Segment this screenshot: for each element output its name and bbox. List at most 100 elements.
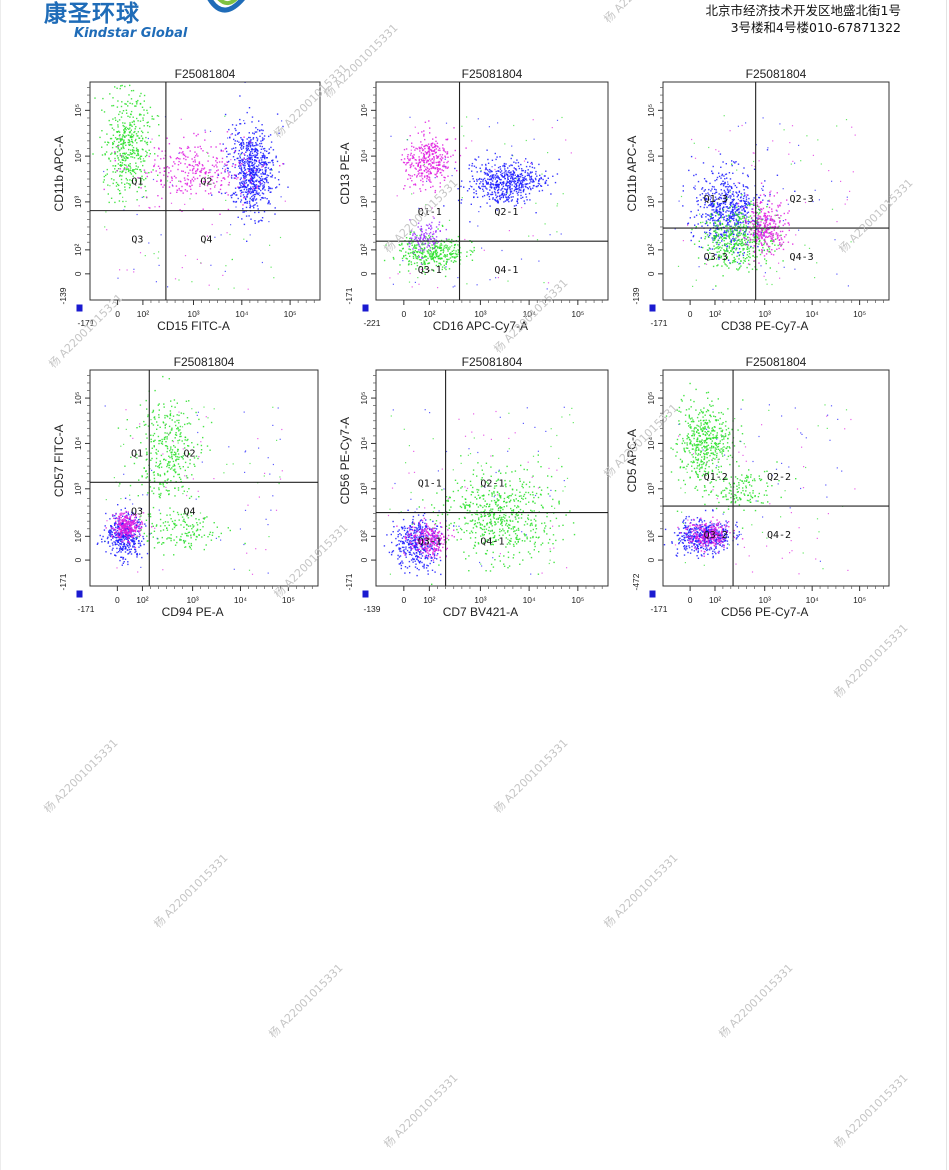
event-dot	[438, 161, 440, 164]
event-dot	[690, 239, 692, 242]
event-dot	[242, 142, 245, 144]
event-dot	[783, 212, 785, 215]
event-dot	[268, 148, 270, 150]
event-dot	[510, 174, 513, 176]
event-dot	[162, 186, 164, 188]
event-dot	[753, 223, 756, 225]
event-dot	[427, 242, 429, 244]
event-dot	[490, 184, 492, 186]
event-dot	[435, 164, 438, 166]
event-dot	[263, 186, 265, 188]
event-dot	[435, 154, 438, 157]
event-dot	[123, 443, 125, 445]
event-dot	[766, 242, 768, 245]
event-dot	[442, 144, 444, 146]
event-dot	[239, 144, 241, 146]
event-dot	[136, 148, 138, 151]
event-dot	[110, 137, 113, 140]
event-dot	[759, 253, 762, 256]
event-dot	[437, 156, 439, 159]
event-dot	[721, 173, 724, 176]
event-dot	[752, 225, 754, 228]
event-dot	[517, 161, 520, 164]
event-dot	[762, 247, 764, 249]
event-dot	[722, 209, 725, 211]
event-dot	[445, 266, 447, 268]
event-dot	[140, 566, 142, 568]
event-dot	[195, 170, 197, 172]
event-dot	[518, 167, 521, 170]
event-dot	[251, 155, 253, 157]
event-dot	[415, 147, 417, 150]
event-dot	[261, 137, 264, 139]
event-dot	[479, 177, 481, 180]
event-dot	[490, 170, 492, 172]
event-dot	[119, 140, 122, 142]
event-dot	[763, 234, 766, 236]
event-dot	[723, 230, 726, 232]
event-dot	[419, 165, 422, 168]
event-dot	[121, 162, 124, 164]
event-dot	[761, 201, 763, 204]
event-dot	[502, 190, 504, 193]
event-dot	[409, 166, 412, 169]
event-dot	[444, 254, 447, 257]
event-dot	[239, 118, 241, 121]
event-dot	[435, 174, 437, 176]
event-dot	[496, 156, 498, 158]
event-dot	[125, 527, 128, 529]
event-dot	[547, 152, 549, 154]
event-dot	[245, 176, 247, 178]
event-dot	[738, 219, 740, 222]
logo-english-name: Kindstar Global	[74, 26, 188, 41]
event-dot	[392, 256, 395, 259]
event-dot	[733, 161, 735, 163]
event-dot	[428, 177, 431, 179]
event-dot	[526, 174, 529, 177]
event-dot	[740, 251, 742, 253]
event-dot	[708, 247, 711, 249]
event-dot	[127, 134, 129, 136]
event-dot	[211, 179, 213, 181]
event-dot	[784, 219, 787, 221]
event-dot	[238, 161, 240, 164]
event-dot	[788, 229, 790, 232]
event-dot	[740, 260, 742, 262]
event-dot	[117, 126, 119, 128]
event-dot	[716, 246, 718, 249]
event-dots	[96, 375, 283, 575]
event-dot	[513, 182, 515, 184]
event-dot	[274, 207, 276, 209]
event-dot	[227, 194, 229, 196]
event-dot	[756, 201, 758, 204]
event-dot	[748, 255, 750, 258]
event-dot	[137, 530, 139, 532]
x-tick-label: 10²	[709, 309, 721, 319]
event-dot	[181, 426, 184, 428]
event-dot	[240, 169, 243, 171]
event-dot	[260, 173, 262, 175]
event-dot	[435, 226, 438, 228]
event-dot	[787, 222, 789, 224]
event-dot	[129, 141, 131, 143]
event-dot	[712, 192, 714, 195]
event-dot	[260, 151, 262, 154]
event-dot	[440, 239, 443, 242]
event-dot	[235, 175, 237, 178]
event-dot	[753, 260, 755, 262]
event-dot	[410, 263, 413, 266]
event-dot	[255, 131, 258, 133]
event-dot	[253, 173, 256, 176]
event-dot	[239, 123, 242, 125]
event-dot	[721, 233, 723, 235]
event-dot	[267, 167, 270, 169]
event-dot	[427, 250, 429, 253]
event-dot	[259, 168, 261, 171]
event-dot	[441, 266, 444, 268]
event-dot	[732, 238, 734, 240]
event-dot	[247, 193, 249, 195]
event-dot	[255, 548, 257, 550]
event-dot	[497, 200, 499, 203]
event-dot	[498, 186, 500, 188]
event-dot	[193, 165, 195, 168]
